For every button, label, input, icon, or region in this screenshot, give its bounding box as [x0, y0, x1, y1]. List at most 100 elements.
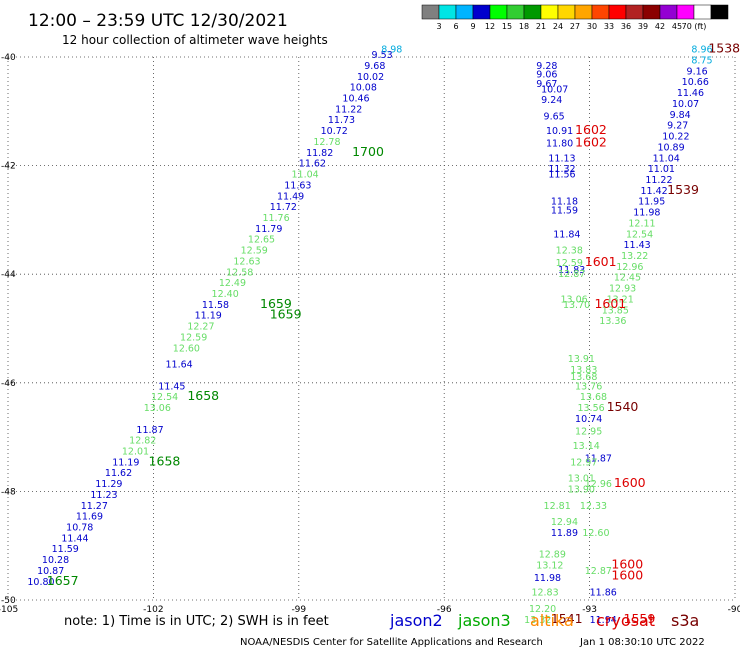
data-point-label: 11.13 [548, 153, 575, 164]
data-point-label: 9.27 [667, 121, 688, 132]
data-point-label: 12.59 [556, 258, 583, 269]
data-point-label: 9.06 [536, 70, 557, 81]
data-point-label: 11.43 [624, 240, 651, 251]
data-point-label: 13.01 [568, 474, 595, 485]
legend-entry: cryosat [596, 611, 655, 630]
data-point-label: 11.80 [546, 139, 573, 150]
data-point-label: 11.46 [677, 88, 704, 99]
data-point-label: 10.78 [66, 522, 93, 533]
data-point-label: 11.82 [306, 148, 333, 159]
time-annotation: 1658 [149, 453, 181, 468]
data-point-label: 11.59 [52, 544, 79, 555]
colorbar-label: 42 [655, 22, 665, 31]
data-point-label: 13.91 [568, 354, 595, 365]
data-point-label: 13.36 [599, 316, 626, 327]
data-point-label: 13.12 [536, 561, 563, 572]
data-point-label: 12.11 [628, 218, 655, 229]
data-point-label: 11.62 [299, 159, 326, 170]
data-point-label: 11.45 [158, 381, 185, 392]
data-point-label: 11.58 [202, 300, 229, 311]
time-annotation: 1601 [585, 254, 617, 269]
chart-title: 12:00 – 23:59 UTC 12/30/2021 [28, 11, 288, 31]
data-point-label: 8.96 [691, 45, 712, 56]
data-point-label: 11.19 [112, 457, 139, 468]
colorbar-label: 45 [672, 22, 682, 31]
colorbar-swatch [489, 4, 508, 20]
data-point-label: 9.84 [670, 110, 691, 121]
data-point-label: 12.54 [151, 392, 178, 403]
y-tick-label: -48 [1, 487, 16, 497]
data-point-label: 10.89 [657, 142, 684, 153]
legend-entry: jason2 [389, 611, 443, 630]
data-point-label: 11.04 [292, 170, 319, 181]
data-point-label: 10.22 [662, 132, 689, 143]
data-point-label: 11.04 [653, 153, 680, 164]
data-point-label: 10.07 [672, 99, 699, 110]
data-point-label: 12.95 [575, 426, 602, 437]
data-point-label: 10.74 [575, 414, 602, 425]
data-point-label: 10.91 [546, 126, 573, 137]
data-point-label: 12.01 [122, 446, 149, 457]
colorbar-label: 21 [536, 22, 546, 31]
data-point-label: 11.64 [166, 360, 193, 371]
chart-subtitle: 12 hour collection of altimeter wave hei… [62, 33, 328, 47]
data-point-label: 9.16 [687, 66, 708, 77]
data-point-label: 11.01 [648, 164, 675, 175]
time-annotation: 1600 [611, 567, 643, 582]
data-point-label: 11.86 [590, 588, 617, 599]
data-point-label: 12.60 [582, 528, 609, 539]
colorbar-label: 3 [436, 22, 441, 31]
data-point-label: 12.97 [570, 457, 597, 468]
colorbar-swatch [523, 4, 542, 20]
time-annotation: 1600 [611, 557, 643, 572]
data-point-label: 11.32 [548, 164, 575, 175]
data-point-label: 10.87 [37, 566, 64, 577]
data-point-label: 11.19 [195, 311, 222, 322]
data-point-label: 12.58 [226, 267, 253, 278]
data-point-label: 13.32 [524, 615, 551, 626]
colorbar-swatch [693, 4, 712, 20]
time-annotation: 1659 [260, 296, 292, 311]
colorbar-label: 6 [453, 22, 458, 31]
data-point-label: 9.67 [536, 79, 557, 90]
data-point-label: 12.78 [313, 137, 340, 148]
data-point-label: 9.53 [372, 50, 393, 61]
time-annotation: 1539 [667, 182, 699, 197]
colorbar-label: 12 [485, 22, 495, 31]
footer-credit: NOAA/NESDIS Center for Satellite Applica… [240, 637, 543, 648]
time-annotation: 1601 [594, 296, 626, 311]
data-point-label: 12.87 [585, 566, 612, 577]
colorbar-label: 24 [553, 22, 563, 31]
colorbar-label: 30 [587, 22, 597, 31]
y-tick-label: -42 [1, 162, 16, 172]
colorbar-swatch [710, 4, 729, 20]
y-tick-label: -46 [1, 379, 16, 389]
data-point-label: 13.06 [561, 294, 588, 305]
legend-entry: jason3 [457, 611, 511, 630]
data-point-label: 11.84 [553, 229, 580, 240]
data-point-label: 13.21 [607, 294, 634, 305]
x-tick-label: -105 [0, 605, 18, 615]
time-annotation: 1602 [575, 122, 607, 137]
data-point-label: 13.68 [580, 392, 607, 403]
data-point-label: 11.56 [548, 170, 575, 181]
data-point-label: 12.27 [187, 322, 214, 333]
footer-note: note: 1) Time is in UTC; 2) SWH is in fe… [64, 614, 329, 629]
colorbar-swatch [438, 4, 457, 20]
satellite-legend: jason2 jason3 altika cryosat s3a [389, 611, 699, 630]
data-point-label: 13.06 [144, 403, 171, 414]
time-annotation: 1700 [352, 144, 384, 159]
data-point-label: 11.95 [638, 197, 665, 208]
data-point-label: 11.27 [81, 501, 108, 512]
axes: -105 -102 -99 -96 -93 -90 -40 -42 -44 -46 -48 -50 [0, 53, 740, 615]
data-point-label: 12.38 [556, 246, 583, 257]
data-point-label: 13.68 [570, 372, 597, 383]
data-point-label: 12.65 [248, 235, 275, 246]
data-point-label: 11.89 [551, 528, 578, 539]
data-point-label: 10.46 [342, 94, 369, 105]
data-point-label: 12.40 [212, 289, 239, 300]
time-annotation: 1559 [624, 611, 656, 626]
footer-timestamp: Jan 1 08:30:10 UTC 2022 [579, 637, 705, 648]
data-point-label: 12.82 [129, 436, 156, 447]
